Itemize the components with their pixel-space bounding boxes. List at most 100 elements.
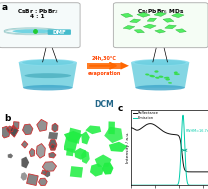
- Text: evaporation: evaporation: [87, 71, 121, 76]
- Ellipse shape: [154, 70, 158, 73]
- FancyBboxPatch shape: [48, 29, 71, 35]
- Text: c: c: [117, 104, 123, 113]
- Ellipse shape: [168, 82, 172, 84]
- Polygon shape: [9, 125, 18, 137]
- Polygon shape: [85, 125, 101, 134]
- Polygon shape: [21, 172, 27, 181]
- Reflectance: [135, 129, 137, 131]
- Polygon shape: [13, 122, 19, 129]
- Ellipse shape: [131, 59, 189, 66]
- Polygon shape: [49, 152, 56, 158]
- Emission: [130, 184, 132, 186]
- Polygon shape: [6, 126, 13, 132]
- Polygon shape: [102, 162, 114, 175]
- Ellipse shape: [12, 29, 54, 33]
- Polygon shape: [8, 153, 13, 158]
- Ellipse shape: [155, 77, 160, 79]
- Reflectance: [149, 122, 152, 125]
- Polygon shape: [63, 136, 78, 153]
- Polygon shape: [68, 128, 81, 144]
- Reflectance: [179, 138, 181, 141]
- Emission: [188, 184, 191, 186]
- Emission: [196, 184, 199, 186]
- Polygon shape: [27, 174, 38, 186]
- Polygon shape: [38, 178, 47, 186]
- Polygon shape: [1, 126, 10, 138]
- Polygon shape: [155, 29, 166, 33]
- Polygon shape: [52, 123, 58, 132]
- Polygon shape: [21, 141, 28, 148]
- Polygon shape: [37, 119, 47, 131]
- Ellipse shape: [23, 85, 73, 91]
- FancyBboxPatch shape: [0, 3, 80, 48]
- Ellipse shape: [135, 85, 185, 91]
- Polygon shape: [29, 148, 35, 156]
- Ellipse shape: [135, 60, 186, 65]
- Polygon shape: [165, 25, 176, 29]
- Polygon shape: [109, 142, 127, 152]
- Polygon shape: [22, 124, 33, 135]
- Polygon shape: [49, 140, 57, 150]
- Reflectance: [207, 171, 208, 173]
- Text: b: b: [5, 114, 11, 123]
- Ellipse shape: [165, 78, 170, 81]
- Polygon shape: [143, 24, 156, 29]
- Polygon shape: [123, 26, 135, 29]
- Polygon shape: [66, 148, 74, 156]
- Text: 20 μm: 20 μm: [102, 176, 114, 180]
- Polygon shape: [121, 13, 133, 17]
- Ellipse shape: [174, 73, 180, 75]
- Polygon shape: [134, 29, 144, 33]
- Text: Cs$_4$PbBr$_6$ MDs: Cs$_4$PbBr$_6$ MDs: [136, 7, 184, 16]
- Text: CsBr : PbBr$_2$: CsBr : PbBr$_2$: [17, 7, 58, 16]
- Polygon shape: [50, 144, 56, 149]
- Polygon shape: [48, 132, 58, 139]
- Polygon shape: [121, 62, 129, 70]
- Polygon shape: [64, 131, 83, 140]
- Polygon shape: [81, 150, 90, 164]
- Text: a: a: [2, 3, 8, 12]
- Ellipse shape: [22, 60, 73, 65]
- Line: Emission: Emission: [131, 115, 208, 185]
- Polygon shape: [42, 162, 57, 171]
- Ellipse shape: [145, 74, 149, 76]
- Ellipse shape: [149, 75, 155, 77]
- Reflectance: [175, 134, 177, 136]
- Polygon shape: [154, 12, 166, 16]
- Reflectance: [130, 127, 132, 129]
- Polygon shape: [95, 154, 111, 167]
- Polygon shape: [163, 18, 174, 22]
- Reflectance: [188, 171, 191, 173]
- Polygon shape: [172, 13, 184, 18]
- Emission: [135, 184, 137, 186]
- Text: DCM: DCM: [94, 100, 114, 109]
- FancyBboxPatch shape: [87, 63, 121, 68]
- Ellipse shape: [4, 29, 58, 35]
- Ellipse shape: [174, 71, 178, 74]
- Emission: [175, 184, 177, 186]
- FancyBboxPatch shape: [113, 3, 208, 48]
- Emission: [177, 184, 179, 186]
- Polygon shape: [137, 12, 150, 17]
- Polygon shape: [45, 170, 50, 177]
- Polygon shape: [147, 18, 157, 21]
- Y-axis label: Intensity / a.u.: Intensity / a.u.: [126, 132, 130, 163]
- Emission: [179, 168, 181, 170]
- Polygon shape: [36, 144, 45, 158]
- Polygon shape: [131, 63, 189, 88]
- Line: Reflectance: Reflectance: [131, 124, 208, 172]
- Polygon shape: [19, 63, 77, 88]
- Ellipse shape: [164, 77, 169, 79]
- Ellipse shape: [25, 73, 71, 78]
- Emission: [182, 114, 184, 116]
- Text: FWHM=16.7nm: FWHM=16.7nm: [185, 129, 208, 133]
- Reflectance: [196, 171, 199, 173]
- Ellipse shape: [158, 76, 163, 78]
- Ellipse shape: [19, 59, 77, 66]
- Polygon shape: [81, 131, 90, 145]
- Polygon shape: [104, 127, 123, 143]
- Polygon shape: [90, 163, 104, 177]
- Polygon shape: [130, 19, 141, 23]
- Polygon shape: [176, 29, 186, 33]
- Emission: [207, 184, 208, 186]
